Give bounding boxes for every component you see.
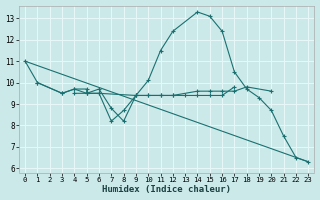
X-axis label: Humidex (Indice chaleur): Humidex (Indice chaleur) [102,185,231,194]
